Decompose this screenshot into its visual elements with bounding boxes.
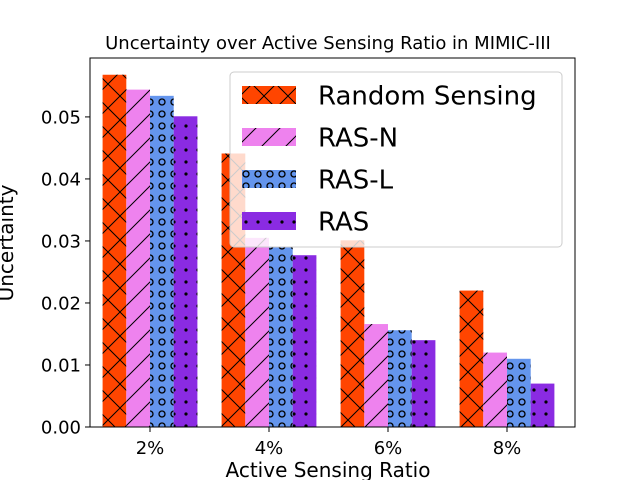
bar-ras-l-2 [150,95,174,427]
bar-hatch [245,237,269,427]
y-tick-label: 0.03 [41,231,81,252]
bar-hatch [507,358,531,427]
legend-swatch-hatch [242,128,296,146]
y-axis-title: Uncertainty [0,184,18,301]
x-tick-label: 2% [136,438,165,459]
plot-frame [89,57,576,428]
bar-hatch [150,95,174,427]
bar-random-sensing-6 [340,240,365,427]
bar-ras-l-8 [507,358,531,427]
legend-swatch-hatch [242,212,296,230]
legend-label: RAS-L [318,166,394,196]
bar-hatch [530,383,555,427]
x-tick-label: 8% [493,438,522,459]
bar-hatch [292,255,317,427]
bar-hatch [340,240,365,427]
legend-swatch-hatch [242,86,296,104]
bar-hatch [126,89,150,427]
x-axis-ticks: 2% 4% 6% 8% [136,427,522,459]
y-tick-label: 0.01 [41,355,81,376]
x-tick-label: 6% [374,438,403,459]
y-tick-label: 0.04 [41,169,81,190]
chart-title: Uncertainty over Active Sensing Ratio in… [105,33,551,54]
legend-box [229,71,563,248]
legend-item-ras-n: RAS-N [242,124,398,154]
bar-hatch [269,247,293,427]
y-tick-label: 0.05 [41,107,81,128]
bar-ras-6 [411,340,436,427]
bar-ras-8 [530,383,555,427]
legend-label: RAS-N [318,124,398,154]
x-tick-label: 4% [255,438,284,459]
bar-hatch [364,324,388,427]
bar-random-sensing-2 [102,74,127,427]
bar-hatch [459,290,484,427]
y-axis-ticks: 0.00 0.01 0.02 0.03 0.04 0.05 [41,107,90,439]
legend-item-ras-l: RAS-L [242,166,394,196]
bar-hatch [411,340,436,427]
bars-group [102,74,555,427]
legend-swatch-hatch [242,170,296,188]
bar-ras-4 [292,255,317,427]
bar-hatch [102,74,127,427]
bar-ras-n-2 [126,89,150,427]
bar-ras-n-6 [364,324,388,427]
legend-item-random-sensing: Random Sensing [242,82,537,112]
bar-ras-l-6 [388,330,412,427]
legend-label: Random Sensing [318,82,537,112]
legend-item-ras: RAS [242,208,369,238]
legend-label: RAS [318,208,369,238]
bar-ras-n-8 [483,352,507,427]
y-tick-label: 0.00 [41,418,81,439]
bar-ras-l-4 [269,247,293,427]
bar-random-sensing-8 [459,290,484,427]
y-tick-label: 0.02 [41,293,81,314]
bar-hatch [388,330,412,427]
bar-ras-2 [173,116,198,427]
bar-hatch [483,352,507,427]
x-axis-title: Active Sensing Ratio [226,458,431,480]
bar-hatch [173,116,198,427]
legend: Random Sensing RAS-N RAS-L RAS [229,71,563,248]
bar-ras-n-4 [245,237,269,427]
